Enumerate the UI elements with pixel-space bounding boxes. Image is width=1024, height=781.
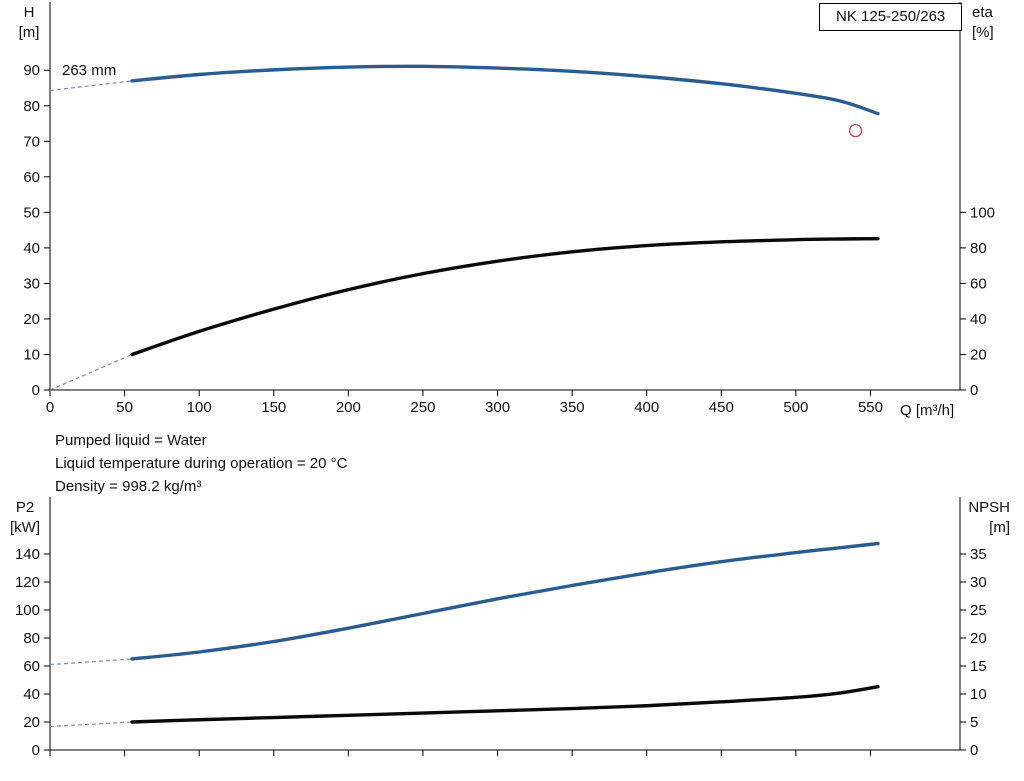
head-curve-extrapolation-dashes: [49, 80, 133, 92]
p2-curve: [130, 541, 880, 661]
x-axis-tick-label: 300: [485, 399, 510, 416]
head-axis-label: H [m]: [10, 3, 48, 43]
head-axis-unit: [m]: [18, 24, 40, 41]
p2-curve-extrapolation-dashes: [49, 658, 133, 666]
right-axis-tick-label: 20: [970, 630, 987, 647]
x-axis-tick-label: 500: [783, 399, 808, 416]
left-axis-tick-label: 40: [23, 240, 40, 257]
right-axis-tick-label: 0: [970, 382, 978, 399]
right-axis-tick-label: 25: [970, 602, 987, 619]
power-axis-label: P2 [kW]: [5, 498, 45, 538]
flow-axis-label: Q [m³/h]: [900, 402, 955, 419]
right-axis-tick-label: 100: [970, 204, 995, 221]
left-axis-tick-label: 140: [15, 546, 40, 563]
x-axis-tick-label: 50: [116, 399, 133, 416]
left-axis-tick-label: 80: [23, 98, 40, 115]
impeller-diameter-label: 263 mm: [62, 62, 117, 79]
x-axis-tick-label: 250: [410, 399, 435, 416]
left-axis-tick-label: 100: [15, 602, 40, 619]
power-axis-symbol: P2: [15, 499, 35, 516]
head-curve: [130, 64, 880, 116]
left-axis-tick-label: 70: [23, 133, 40, 150]
x-axis-tick-label: 550: [858, 399, 883, 416]
x-axis-tick-label: 200: [336, 399, 361, 416]
right-axis-tick-label: 15: [970, 658, 987, 675]
left-axis-tick-label: 20: [23, 311, 40, 328]
power-axis-unit: [kW]: [10, 519, 40, 536]
x-axis-tick-label: 400: [634, 399, 659, 416]
right-axis-tick-label: 20: [970, 346, 987, 363]
left-axis-tick-label: 40: [23, 686, 40, 703]
left-axis-tick-label: 60: [23, 169, 40, 186]
right-axis-tick-label: 30: [970, 574, 987, 591]
right-axis-tick-label: 40: [970, 311, 987, 328]
left-axis-tick-label: 30: [23, 275, 40, 292]
density-line: Density = 998.2 kg/m³: [55, 478, 202, 495]
left-axis-tick-label: 0: [32, 382, 40, 399]
npsh-axis-unit: [m]: [989, 519, 1010, 536]
npsh-axis-label: NPSH [m]: [964, 498, 1010, 538]
liquid-temperature-line: Liquid temperature during operation = 20…: [55, 455, 348, 472]
left-axis-tick-label: 120: [15, 574, 40, 591]
left-axis-tick-label: 0: [32, 742, 40, 759]
right-axis-tick-label: 0: [970, 742, 978, 759]
pump-model-badge: NK 125-250/263: [819, 3, 963, 31]
eta-axis-symbol: eta: [972, 4, 993, 21]
duty-point-marker: [848, 123, 863, 138]
right-axis-tick-label: 5: [970, 714, 978, 731]
liquid-info-block: Pumped liquid = Water Liquid temperature…: [55, 429, 347, 498]
left-axis-tick-label: 60: [23, 658, 40, 675]
right-axis-tick-label: 60: [970, 275, 987, 292]
x-axis-tick-label: 350: [560, 399, 585, 416]
x-axis-tick-label: 0: [46, 399, 54, 416]
pumped-liquid-line: Pumped liquid = Water: [55, 432, 207, 449]
right-axis-tick-label: 10: [970, 686, 987, 703]
left-axis-tick-label: 10: [23, 346, 40, 363]
x-axis-tick-label: 450: [709, 399, 734, 416]
left-axis-tick-label: 90: [23, 62, 40, 79]
right-axis-tick-label: 35: [970, 546, 987, 563]
x-axis-tick-label: 100: [187, 399, 212, 416]
npsh-curve: [130, 685, 880, 724]
eta-axis-label: eta [%]: [972, 3, 1018, 43]
left-axis-tick-label: 20: [23, 714, 40, 731]
efficiency-curve-extrapolation-dashes: [49, 353, 133, 391]
head-axis-symbol: H: [23, 4, 35, 21]
efficiency-curve: [130, 236, 880, 357]
npsh-curve-extrapolation-dashes: [49, 721, 133, 728]
left-axis-tick-label: 50: [23, 204, 40, 221]
x-axis-tick-label: 150: [261, 399, 286, 416]
left-axis-tick-label: 80: [23, 630, 40, 647]
npsh-axis-symbol: NPSH: [968, 499, 1010, 516]
pump-model-label: NK 125-250/263: [836, 8, 946, 25]
eta-axis-unit: [%]: [972, 24, 994, 41]
right-axis-tick-label: 80: [970, 240, 987, 257]
